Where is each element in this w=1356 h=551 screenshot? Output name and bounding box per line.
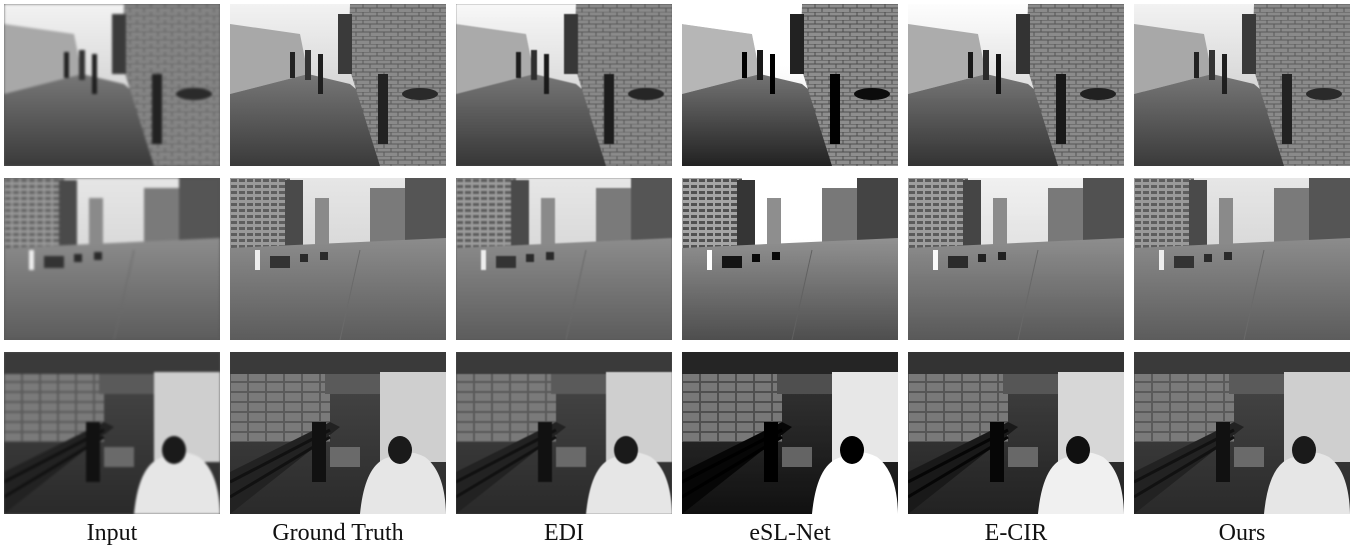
image-row3-esl-net <box>682 352 898 514</box>
image-row2-edi <box>456 178 672 340</box>
image-row2-ground-truth <box>230 178 446 340</box>
image-row1-ours <box>1134 4 1350 166</box>
image-row3-input <box>4 352 220 514</box>
image-row2-ours <box>1134 178 1350 340</box>
column-label-ground-truth: Ground Truth <box>272 520 404 546</box>
column-label-edi: EDI <box>544 520 584 546</box>
image-row3-edi <box>456 352 672 514</box>
image-row1-edi <box>456 4 672 166</box>
image-grid <box>4 4 1352 516</box>
image-row1-e-cir <box>908 4 1124 166</box>
image-row1-esl-net <box>682 4 898 166</box>
image-row2-esl-net <box>682 178 898 340</box>
image-row1-input <box>4 4 220 166</box>
image-row3-ground-truth <box>230 352 446 514</box>
image-row2-input <box>4 178 220 340</box>
column-labels: Input Ground Truth EDI eSL-Net E-CIR Our… <box>4 518 1352 548</box>
column-label-esl-net: eSL-Net <box>749 520 831 546</box>
column-label-ours: Ours <box>1218 520 1266 546</box>
image-row3-e-cir <box>908 352 1124 514</box>
column-label-e-cir: E-CIR <box>984 520 1048 546</box>
image-row1-ground-truth <box>230 4 446 166</box>
image-row3-ours <box>1134 352 1350 514</box>
column-label-input: Input <box>86 520 138 546</box>
image-row2-e-cir <box>908 178 1124 340</box>
